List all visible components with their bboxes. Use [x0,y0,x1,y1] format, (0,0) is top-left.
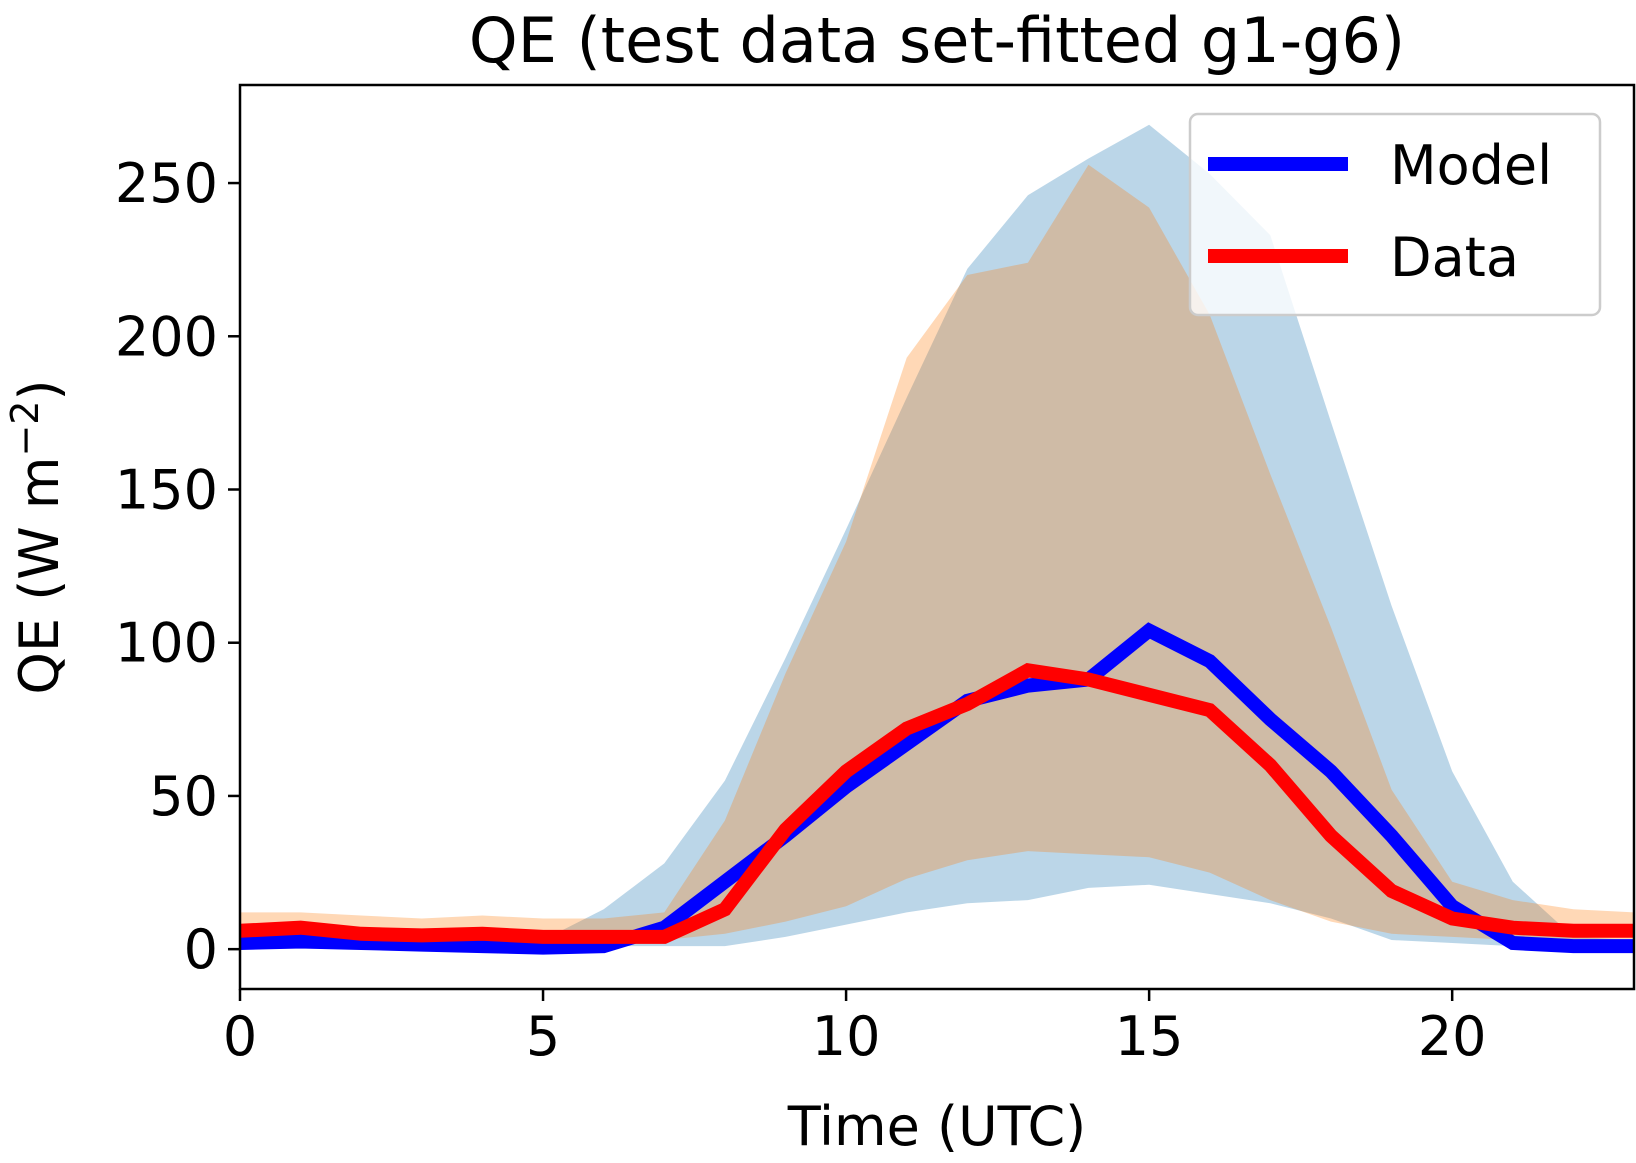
band-1 [240,164,1634,943]
x-tick-label: 10 [812,1005,881,1068]
y-axis-label: QE (W m−2) [3,379,71,694]
x-tick-label: 15 [1115,1005,1184,1068]
y-axis-label-main: QE (W m [8,457,71,695]
x-tick-label: 0 [223,1005,257,1068]
y-tick-label: 0 [184,918,218,981]
legend-label-data: Data [1390,226,1519,289]
y-tick-label: 100 [115,612,218,675]
y-tick-label: 150 [115,459,218,522]
y-tick-label: 50 [149,765,218,828]
series-line-data [239,663,1634,944]
x-axis-ticks: 0 5 10 15 20 [223,989,1487,1068]
y-tick-label: 200 [115,305,218,368]
chart-title: QE (test data set-fitted g1-g6) [469,4,1405,77]
x-axis-label: Time (UTC) [787,1095,1087,1158]
legend-label-model: Model [1390,134,1552,197]
y-axis-label-end: ) [8,379,71,400]
y-tick-label: 250 [115,152,218,215]
legend: Model Data [1188,112,1602,317]
y-axis-label-superscript: −2 [3,401,47,457]
x-tick-label: 5 [526,1005,560,1068]
plot-frame [238,83,1636,991]
lines-layer [239,622,1634,955]
y-axis-ticks: 0 50 100 150 200 250 [115,152,240,981]
x-tick-label: 20 [1418,1005,1487,1068]
